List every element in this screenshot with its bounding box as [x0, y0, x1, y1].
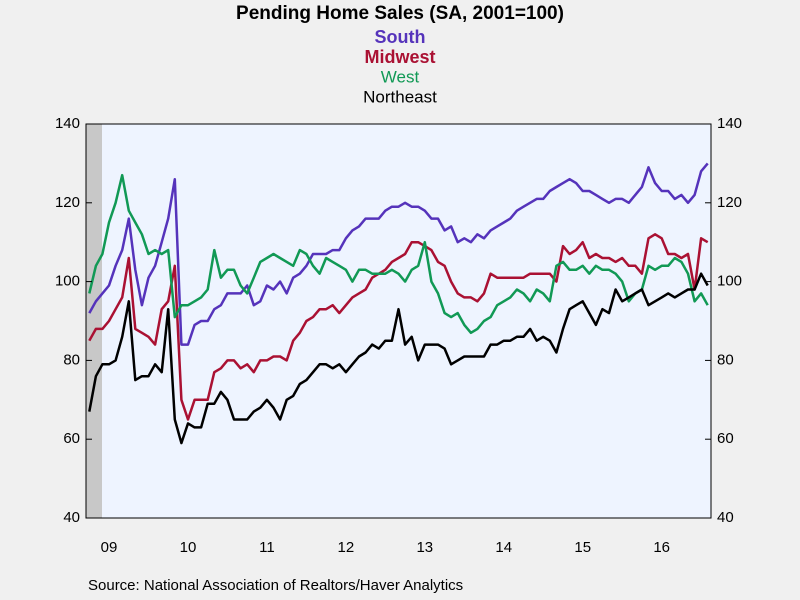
legend-entry: West — [381, 67, 420, 86]
y-tick-label: 140 — [55, 115, 80, 132]
y2-tick-label: 60 — [717, 430, 734, 447]
y-tick-label: 60 — [63, 430, 80, 447]
y2-tick-label: 120 — [717, 194, 742, 211]
series-line — [88, 272, 709, 445]
x-tick-label: 09 — [101, 539, 118, 556]
y2-tick-label: 80 — [717, 351, 734, 368]
source-note: Source: National Association of Realtors… — [88, 577, 463, 594]
y-tick-label: 120 — [55, 194, 80, 211]
y2-tick-label: 40 — [717, 509, 734, 526]
legend-entry: South — [375, 27, 426, 47]
recession-band — [86, 124, 102, 518]
legend-entry: Midwest — [364, 47, 435, 67]
series-line — [88, 173, 709, 335]
x-tick-label: 13 — [416, 539, 433, 556]
y-tick-label: 40 — [63, 509, 80, 526]
chart-title: Pending Home Sales (SA, 2001=100) — [236, 3, 564, 24]
y-tick-label: 100 — [55, 273, 80, 290]
plot-area — [86, 124, 711, 518]
x-tick-label: 14 — [495, 539, 512, 556]
x-tick-label: 16 — [653, 539, 670, 556]
legend-entry: Northeast — [363, 87, 437, 106]
y2-tick-label: 140 — [717, 115, 742, 132]
x-tick-label: 10 — [180, 539, 197, 556]
y2-tick-label: 100 — [717, 273, 742, 290]
series-line — [88, 233, 709, 421]
x-tick-label: 12 — [338, 539, 355, 556]
y-tick-label: 80 — [63, 351, 80, 368]
x-tick-label: 11 — [259, 539, 275, 556]
series-line — [88, 162, 709, 346]
marks — [88, 162, 709, 445]
x-tick-label: 15 — [574, 539, 591, 556]
plot-frame — [85, 123, 712, 519]
